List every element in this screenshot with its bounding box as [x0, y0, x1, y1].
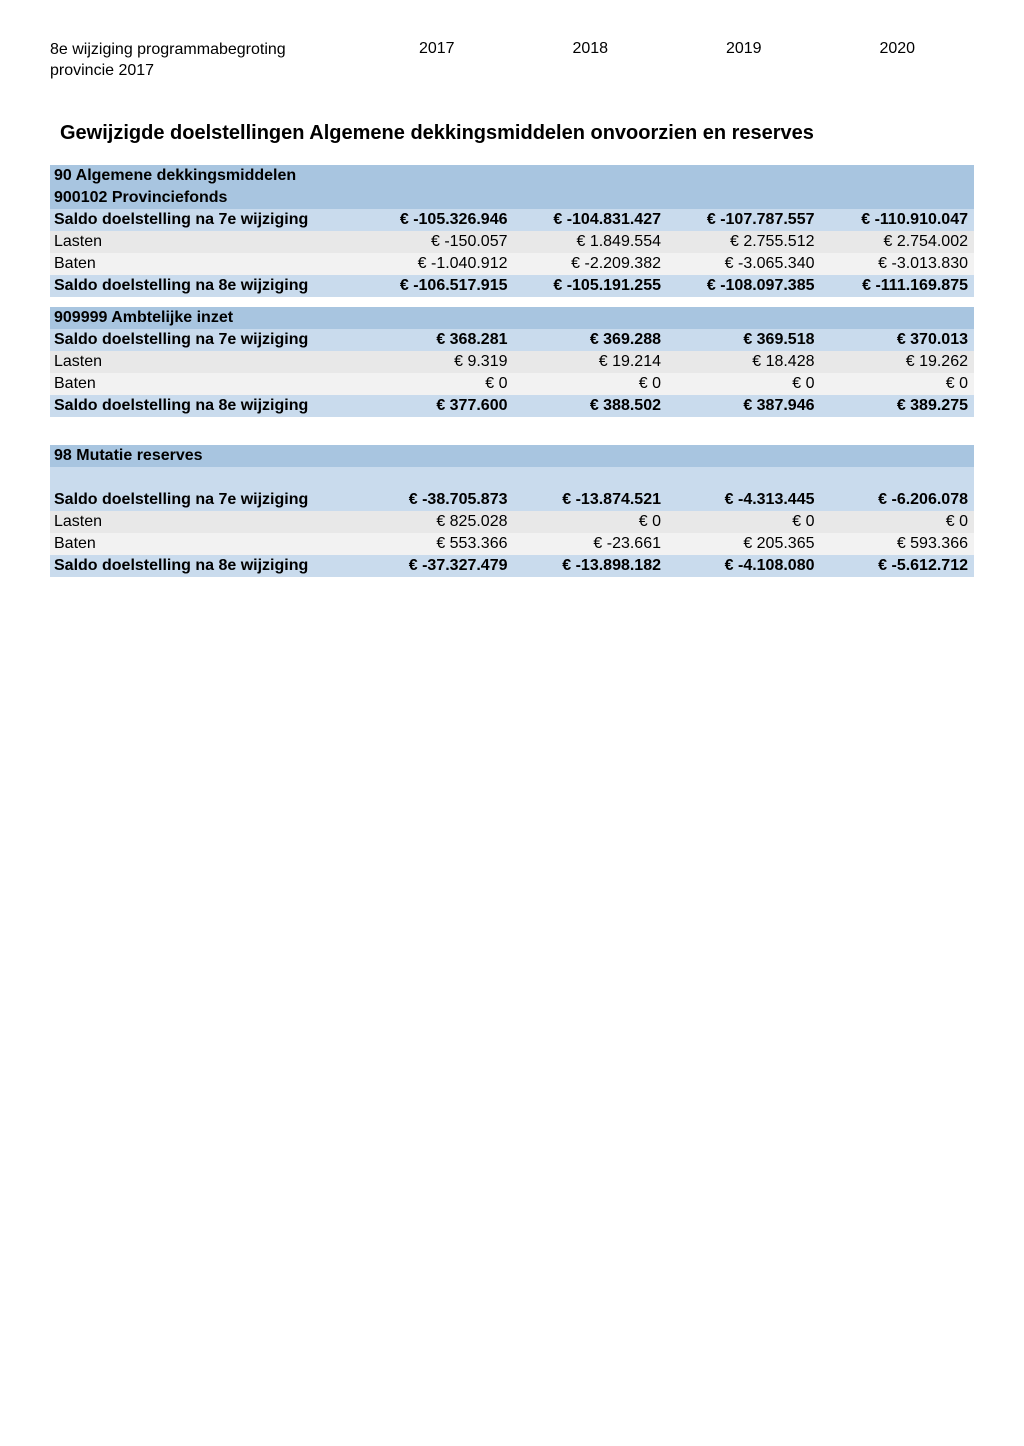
row-value: € -37.327.479 — [360, 556, 514, 576]
row-value: € 0 — [514, 512, 668, 532]
row-value: € 370.013 — [821, 330, 975, 350]
row-value: € 369.518 — [667, 330, 821, 350]
row-value: € -4.108.080 — [667, 556, 821, 576]
header-year-2: 2019 — [667, 40, 821, 82]
section-header: 98 Mutatie reserves — [50, 446, 360, 466]
row-label: Saldo doelstelling na 8e wijziging — [50, 556, 360, 576]
section-header-row: 90 Algemene dekkingsmiddelen — [50, 165, 974, 187]
table-row: Saldo doelstelling na 8e wijziging€ -37.… — [50, 555, 974, 577]
row-value: € -6.206.078 — [821, 490, 975, 510]
row-value: € -13.898.182 — [514, 556, 668, 576]
section-rows: Saldo doelstelling na 7e wijziging€ -38.… — [50, 489, 974, 577]
row-value: € -105.191.255 — [514, 276, 668, 296]
row-value: € -38.705.873 — [360, 490, 514, 510]
row-value: € -105.326.946 — [360, 210, 514, 230]
header-label-line1: 8e wijziging programmabegroting — [50, 40, 360, 61]
row-value: € 205.365 — [667, 534, 821, 554]
subsection-header-row: 900102 Provinciefonds — [50, 187, 974, 209]
row-value: € 377.600 — [360, 396, 514, 416]
subsection-header: 909999 Ambtelijke inzet — [50, 308, 360, 328]
table-row: Baten€ 553.366€ -23.661€ 205.365€ 593.36… — [50, 533, 974, 555]
row-label: Lasten — [50, 352, 360, 372]
row-value: € 553.366 — [360, 534, 514, 554]
table-row: Saldo doelstelling na 7e wijziging€ -105… — [50, 209, 974, 231]
row-value: € 825.028 — [360, 512, 514, 532]
row-value: € 2.755.512 — [667, 232, 821, 252]
row-value: € 593.366 — [821, 534, 975, 554]
table-row: Lasten€ 825.028€ 0€ 0€ 0 — [50, 511, 974, 533]
header-year-3: 2020 — [821, 40, 975, 82]
row-value: € -4.313.445 — [667, 490, 821, 510]
row-label: Baten — [50, 254, 360, 274]
header-year-0: 2017 — [360, 40, 514, 82]
row-value: € -108.097.385 — [667, 276, 821, 296]
row-value: € 2.754.002 — [821, 232, 975, 252]
row-value: € -13.874.521 — [514, 490, 668, 510]
row-value: € 388.502 — [514, 396, 668, 416]
row-value: € -3.065.340 — [667, 254, 821, 274]
row-value: € -106.517.915 — [360, 276, 514, 296]
blank-row — [50, 467, 974, 489]
row-value: € 0 — [667, 374, 821, 394]
document-header: 8e wijziging programmabegroting provinci… — [50, 40, 974, 82]
row-label: Saldo doelstelling na 7e wijziging — [50, 210, 360, 230]
subsection-header-row: 909999 Ambtelijke inzet — [50, 307, 974, 329]
row-value: € -1.040.912 — [360, 254, 514, 274]
row-label: Baten — [50, 374, 360, 394]
row-value: € -110.910.047 — [821, 210, 975, 230]
header-year-1: 2018 — [514, 40, 668, 82]
row-value: € 0 — [360, 374, 514, 394]
subsection-rows: Saldo doelstelling na 7e wijziging€ 368.… — [50, 329, 974, 417]
table-row: Saldo doelstelling na 7e wijziging€ -38.… — [50, 489, 974, 511]
row-value: € -3.013.830 — [821, 254, 975, 274]
row-value: € 0 — [514, 374, 668, 394]
table-row: Baten€ 0€ 0€ 0€ 0 — [50, 373, 974, 395]
row-value: € 389.275 — [821, 396, 975, 416]
page-title: Gewijzigde doelstellingen Algemene dekki… — [60, 122, 974, 145]
row-value: € 368.281 — [360, 330, 514, 350]
row-value: € 18.428 — [667, 352, 821, 372]
table-row: Saldo doelstelling na 8e wijziging€ 377.… — [50, 395, 974, 417]
table-row: Saldo doelstelling na 7e wijziging€ 368.… — [50, 329, 974, 351]
row-value: € -111.169.875 — [821, 276, 975, 296]
row-value: € -23.661 — [514, 534, 668, 554]
section-header: 90 Algemene dekkingsmiddelen — [50, 166, 360, 186]
row-value: € -2.209.382 — [514, 254, 668, 274]
table-row: Lasten€ 9.319€ 19.214€ 18.428€ 19.262 — [50, 351, 974, 373]
row-value: € 0 — [821, 512, 975, 532]
header-years: 2017 2018 2019 2020 — [360, 40, 974, 82]
table-row: Saldo doelstelling na 8e wijziging€ -106… — [50, 275, 974, 297]
financial-table: 90 Algemene dekkingsmiddelen 900102 Prov… — [50, 165, 974, 577]
row-value: € 19.214 — [514, 352, 668, 372]
row-label: Lasten — [50, 512, 360, 532]
row-value: € 1.849.554 — [514, 232, 668, 252]
row-value: € -5.612.712 — [821, 556, 975, 576]
header-label-line2: provincie 2017 — [50, 61, 360, 82]
section-header-row: 98 Mutatie reserves — [50, 445, 974, 467]
header-label: 8e wijziging programmabegroting provinci… — [50, 40, 360, 82]
row-label: Saldo doelstelling na 8e wijziging — [50, 396, 360, 416]
row-label: Lasten — [50, 232, 360, 252]
row-value: € -150.057 — [360, 232, 514, 252]
row-label: Saldo doelstelling na 7e wijziging — [50, 330, 360, 350]
row-label: Saldo doelstelling na 8e wijziging — [50, 276, 360, 296]
row-value: € 0 — [667, 512, 821, 532]
row-value: € 387.946 — [667, 396, 821, 416]
subsection-rows: Saldo doelstelling na 7e wijziging€ -105… — [50, 209, 974, 297]
table-row: Lasten€ -150.057€ 1.849.554€ 2.755.512€ … — [50, 231, 974, 253]
row-label: Baten — [50, 534, 360, 554]
row-value: € 9.319 — [360, 352, 514, 372]
row-value: € 369.288 — [514, 330, 668, 350]
row-label: Saldo doelstelling na 7e wijziging — [50, 490, 360, 510]
row-value: € 0 — [821, 374, 975, 394]
table-row: Baten€ -1.040.912€ -2.209.382€ -3.065.34… — [50, 253, 974, 275]
subsection-header: 900102 Provinciefonds — [50, 188, 360, 208]
row-value: € -104.831.427 — [514, 210, 668, 230]
row-value: € -107.787.557 — [667, 210, 821, 230]
row-value: € 19.262 — [821, 352, 975, 372]
